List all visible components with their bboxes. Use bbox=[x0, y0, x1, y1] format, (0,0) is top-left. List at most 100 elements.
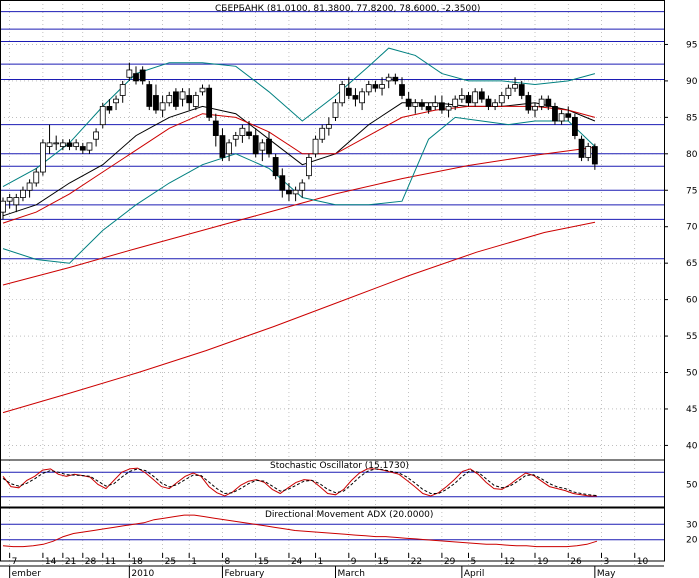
candle-body bbox=[26, 182, 33, 191]
candle-body bbox=[552, 106, 558, 122]
candle-body bbox=[259, 142, 266, 151]
candle-body bbox=[13, 197, 20, 206]
candle-body bbox=[532, 106, 538, 111]
price-y-tick-label: 95 bbox=[686, 40, 697, 50]
adx-y-tick-label: 20 bbox=[686, 536, 698, 546]
candle-body bbox=[199, 87, 206, 93]
candle-body bbox=[478, 91, 485, 100]
price-chart-title: СБЕРБАНК (81.0100, 81.3800, 77.8200, 78.… bbox=[215, 4, 480, 14]
price-y-tick-label: 65 bbox=[686, 259, 697, 269]
candle-body bbox=[139, 69, 146, 82]
candle-body bbox=[40, 142, 46, 173]
candle-body bbox=[525, 95, 532, 111]
candle-body bbox=[419, 102, 425, 107]
candle-body bbox=[119, 84, 126, 96]
candle-body bbox=[572, 116, 578, 136]
x-tick-label: 5 bbox=[471, 557, 477, 567]
x-tick-label: 1 bbox=[318, 557, 324, 567]
candle-body bbox=[133, 73, 139, 82]
candle-body bbox=[365, 84, 372, 93]
candle-body bbox=[192, 95, 199, 107]
candle-body bbox=[6, 197, 13, 202]
candle-body bbox=[492, 102, 499, 107]
candle-body bbox=[425, 106, 432, 111]
candle-body bbox=[93, 131, 99, 140]
candle-body bbox=[465, 95, 472, 104]
candle-body bbox=[279, 175, 286, 191]
month-label: May bbox=[597, 569, 616, 578]
price-series-line bbox=[2, 116, 596, 264]
candle-body bbox=[472, 91, 479, 104]
candle-body bbox=[219, 135, 226, 158]
price-y-tick-label: 85 bbox=[686, 113, 697, 123]
candle-body bbox=[345, 87, 352, 96]
candle-body bbox=[352, 95, 359, 100]
price-y-tick-label: 55 bbox=[686, 332, 697, 342]
candle-body bbox=[272, 157, 279, 177]
candle-body bbox=[432, 102, 439, 107]
candle-body bbox=[246, 131, 252, 136]
candle-body bbox=[505, 87, 512, 96]
candle-body bbox=[53, 142, 60, 145]
price-series-line bbox=[2, 146, 595, 286]
price-y-tick-label: 70 bbox=[686, 223, 698, 233]
stochastic-line bbox=[2, 468, 598, 497]
x-tick-label: 21 bbox=[65, 557, 76, 567]
candle-body bbox=[292, 189, 299, 195]
x-tick-label: 1 bbox=[191, 557, 197, 567]
stochastic-panel-frame bbox=[0, 459, 665, 509]
candle-body bbox=[325, 124, 332, 129]
month-label: February bbox=[224, 569, 265, 578]
candle-body bbox=[438, 102, 445, 111]
candle-body bbox=[286, 189, 292, 195]
x-tick-label: 15 bbox=[377, 557, 388, 567]
candle-body bbox=[412, 102, 419, 107]
candle-body bbox=[359, 91, 366, 104]
price-y-tick-label: 45 bbox=[686, 405, 697, 415]
price-y-tick-label: 90 bbox=[686, 77, 698, 87]
x-tick-label: 26 bbox=[570, 557, 582, 567]
adx-title: Directional Movement ADX (20.0000) bbox=[265, 510, 433, 520]
candle-body bbox=[558, 113, 565, 122]
candle-body bbox=[458, 95, 465, 100]
candle-body bbox=[372, 84, 379, 89]
candle-body bbox=[126, 69, 133, 78]
stochastic-title: Stochastic Oscillator (15.1730) bbox=[270, 461, 409, 471]
x-tick-label: 12 bbox=[504, 557, 515, 567]
x-tick-label: 18 bbox=[131, 557, 143, 567]
candle-body bbox=[339, 84, 346, 104]
candle-body bbox=[445, 106, 452, 111]
month-label: March bbox=[338, 569, 365, 578]
candle-body bbox=[312, 138, 319, 155]
candle-body bbox=[232, 135, 239, 140]
price-series-line bbox=[2, 47, 596, 188]
candle-body bbox=[153, 95, 159, 111]
x-tick-label: 7 bbox=[12, 557, 18, 567]
candle-body bbox=[392, 76, 399, 82]
candle-body bbox=[106, 106, 113, 111]
x-tick-label: 22 bbox=[411, 557, 422, 567]
stochastic-line bbox=[2, 467, 597, 497]
candle-body bbox=[46, 142, 53, 147]
candle-body bbox=[379, 84, 385, 89]
adx-y-tick-label: 30 bbox=[686, 520, 698, 530]
candle-body bbox=[578, 138, 585, 158]
candle-body bbox=[266, 138, 272, 155]
candle-body bbox=[299, 182, 306, 191]
x-tick-label: 15 bbox=[258, 557, 269, 567]
candle-body bbox=[332, 102, 339, 118]
x-tick-label: 28 bbox=[85, 557, 97, 567]
x-tick-label: 10 bbox=[637, 557, 649, 567]
candle-body bbox=[166, 95, 173, 104]
candle-body bbox=[59, 142, 66, 147]
candle-body bbox=[385, 76, 392, 82]
x-tick-label: 24 bbox=[291, 557, 303, 567]
candle-body bbox=[405, 98, 412, 107]
x-tick-label: 14 bbox=[45, 557, 57, 567]
price-y-tick-label: 75 bbox=[686, 186, 697, 196]
candle-body bbox=[212, 120, 219, 136]
candle-body bbox=[146, 84, 153, 107]
candle-body bbox=[66, 142, 73, 147]
